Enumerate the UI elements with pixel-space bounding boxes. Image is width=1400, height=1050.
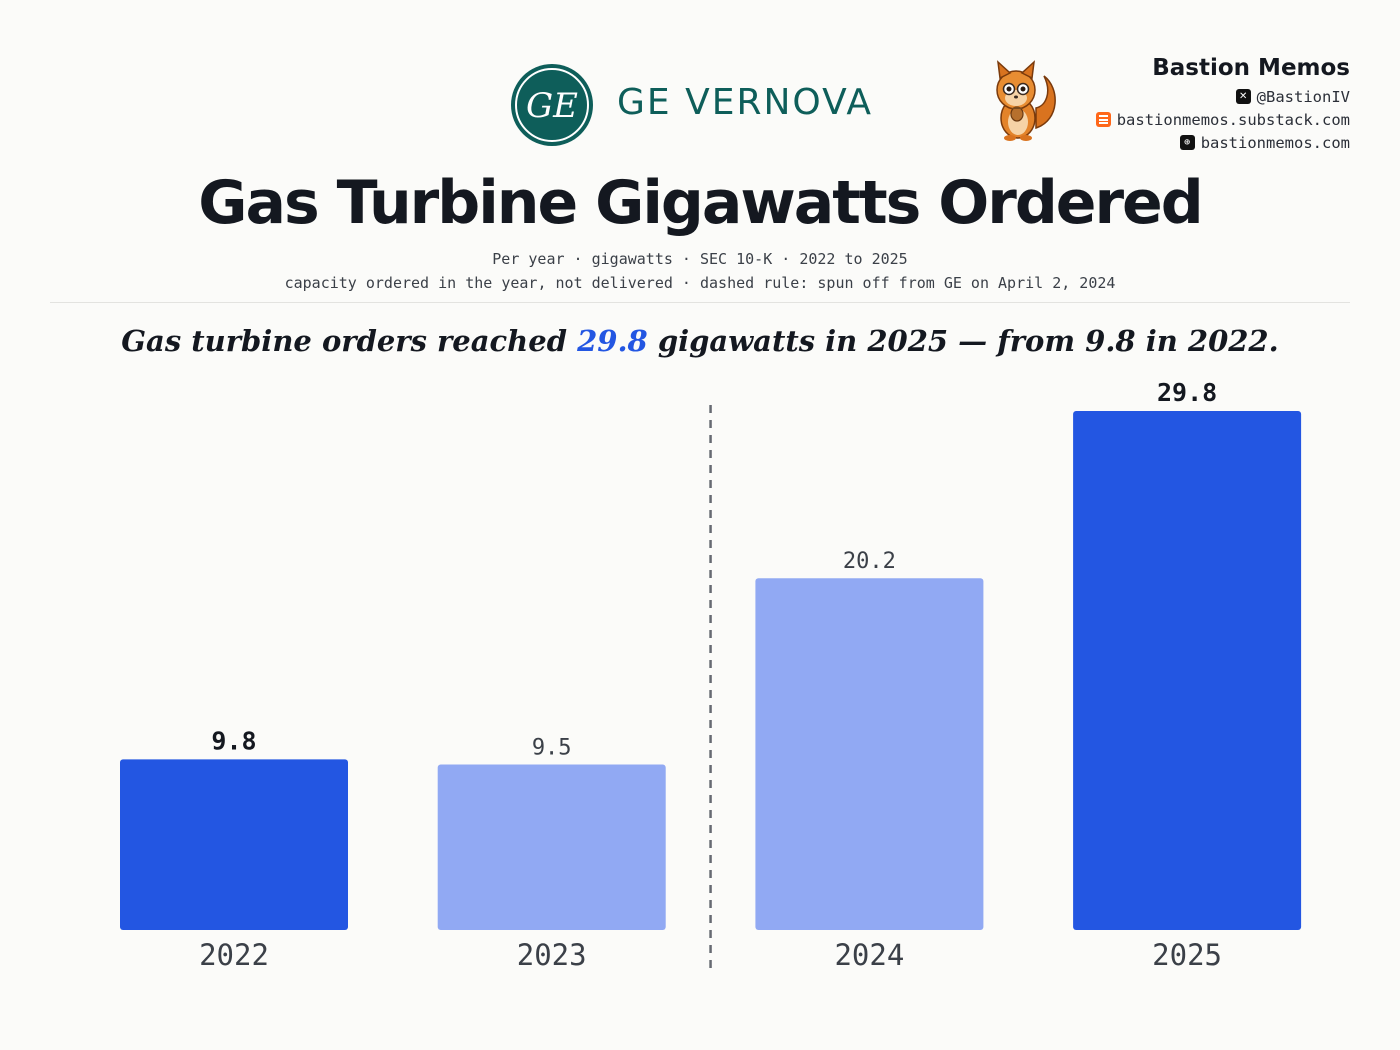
substack-icon	[1095, 112, 1111, 127]
category-label-2024: 2024	[834, 938, 904, 972]
bar-2023	[437, 764, 666, 930]
headline-highlight: 29.8	[577, 324, 648, 358]
bar-2022	[120, 759, 348, 930]
headline-after: gigawatts in 2025 — from 9.8 in 2022.	[647, 324, 1279, 358]
x-handle-text: @BastionIV	[1256, 87, 1350, 106]
value-label-2024: 20.2	[843, 549, 896, 574]
brand-name: Bastion Memos	[1152, 55, 1350, 81]
value-label-2022: 9.8	[211, 726, 256, 755]
category-label-2025: 2025	[1152, 938, 1222, 972]
globe-icon: ⊕	[1179, 135, 1195, 150]
subtitle-primary: Per year · gigawatts · SEC 10-K · 2022 t…	[492, 250, 908, 268]
value-label-2023: 9.5	[532, 736, 572, 761]
ge-vernova-logo: GE	[511, 64, 593, 146]
header-divider	[50, 302, 1350, 303]
website-url: bastionmemos.com	[1200, 133, 1350, 152]
category-label-2023: 2023	[517, 938, 587, 972]
page-title: Gas Turbine Gigawatts Ordered	[198, 168, 1203, 238]
x-icon: ✕	[1235, 89, 1251, 104]
bar-2024	[755, 578, 984, 930]
bar-2025	[1073, 411, 1302, 930]
x-handle-link[interactable]: ✕ @BastionIV	[1096, 85, 1350, 108]
value-label-2025: 29.8	[1157, 378, 1217, 407]
headline: Gas turbine orders reached 29.8 gigawatt…	[0, 324, 1400, 358]
svg-text:GE: GE	[526, 86, 578, 126]
brand-block: Bastion Memos ✕ @BastionIV bastionmemos.…	[1095, 55, 1350, 154]
substack-url: bastionmemos.substack.com	[1116, 110, 1350, 129]
substack-link[interactable]: bastionmemos.substack.com	[1095, 108, 1350, 131]
subtitle-secondary: capacity ordered in the year, not delive…	[284, 274, 1116, 292]
headline-before: Gas turbine orders reached	[121, 324, 578, 358]
squirrel-mascot-icon	[996, 60, 1056, 141]
website-link[interactable]: ⊕ bastionmemos.com	[1096, 131, 1350, 154]
category-label-2022: 2022	[199, 938, 269, 972]
company-name: GE VERNOVA	[617, 82, 874, 123]
